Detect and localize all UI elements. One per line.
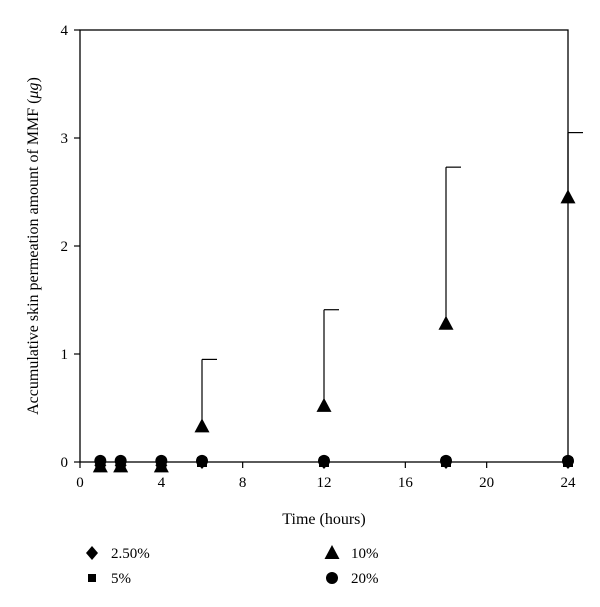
- x-tick-label: 4: [158, 475, 166, 491]
- legend-marker: [324, 545, 340, 559]
- legend-label: 10%: [351, 546, 379, 562]
- legend-item: 10%: [324, 545, 379, 562]
- data-marks: [92, 132, 583, 473]
- y-tick-label: 2: [61, 239, 69, 255]
- legend-marker: [88, 574, 96, 582]
- legend-label: 5%: [111, 571, 131, 587]
- y-tick-label: 1: [61, 347, 69, 363]
- legend: 2.50% 5% 10% 20%: [86, 545, 379, 587]
- series-square: [95, 457, 573, 470]
- data-point: [194, 418, 210, 433]
- data-point: [438, 315, 454, 330]
- x-tick-label: 8: [239, 475, 247, 491]
- y-tick-label: 4: [61, 23, 69, 39]
- legend-marker: [326, 572, 338, 584]
- data-point: [155, 454, 168, 467]
- x-tick-label: 12: [317, 475, 332, 491]
- y-axis-title: Accumulative skin permeation amount of M…: [25, 77, 42, 415]
- data-point: [560, 189, 576, 204]
- data-point: [196, 454, 208, 467]
- x-tick-label: 20: [479, 475, 494, 491]
- x-tick-label: 16: [398, 475, 414, 491]
- data-point: [318, 454, 330, 467]
- y-axis-title-suffix: ): [25, 77, 42, 82]
- legend-item: 20%: [326, 571, 379, 587]
- data-point: [114, 454, 127, 467]
- x-axis-title: Time (hours): [282, 511, 365, 528]
- y-axis-title-unit: μg: [25, 82, 42, 99]
- legend-label: 2.50%: [111, 546, 150, 562]
- legend-label: 20%: [351, 571, 379, 587]
- x-tick-label: 0: [76, 475, 84, 491]
- legend-marker: [86, 546, 98, 560]
- legend-item: 2.50%: [86, 546, 150, 562]
- x-tick-label: 24: [561, 475, 577, 491]
- series-triangle: [92, 132, 583, 473]
- y-axis-title-prefix: Accumulative skin permeation amount of M…: [25, 98, 42, 414]
- legend-item: 5%: [88, 571, 131, 587]
- data-point: [94, 454, 107, 467]
- data-point: [440, 454, 452, 467]
- y-tick-label: 3: [61, 131, 69, 147]
- y-tick-label: 0: [61, 455, 69, 471]
- series-circle: [94, 454, 574, 467]
- data-point: [562, 454, 574, 467]
- data-point: [316, 397, 332, 412]
